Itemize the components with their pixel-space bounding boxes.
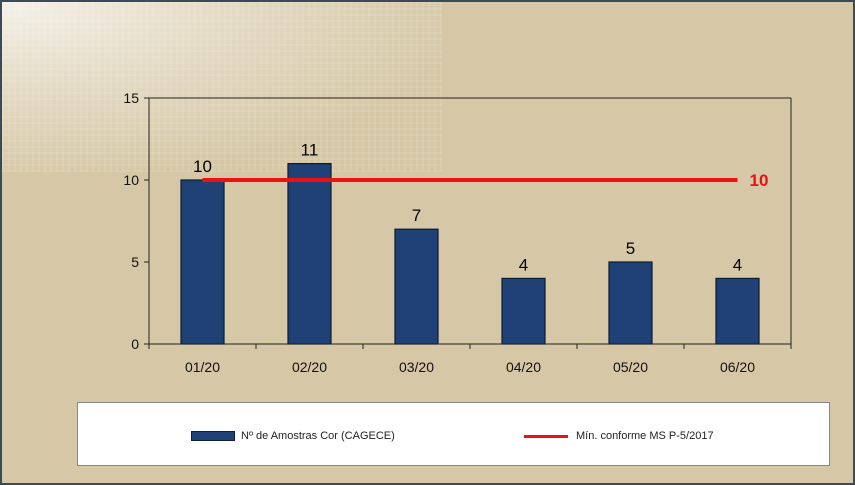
legend-swatch-line [524, 434, 568, 438]
bar [287, 163, 332, 345]
legend-item-bars: Nº de Amostras Cor (CAGECE) [191, 430, 395, 442]
bar-data-label: 4 [733, 255, 742, 274]
x-tick-label: 04/20 [506, 359, 541, 375]
y-tick-label: 0 [131, 336, 139, 352]
bar-data-label: 7 [412, 206, 421, 225]
x-tick-label: 06/20 [720, 359, 755, 375]
y-tick-label: 5 [131, 254, 139, 270]
legend-label-line: Mín. conforme MS P-5/2017 [576, 430, 714, 442]
bar-data-label: 4 [519, 255, 528, 274]
bar [501, 277, 546, 345]
bar [608, 261, 653, 345]
x-tick-label: 03/20 [399, 359, 434, 375]
bar-data-label: 5 [626, 239, 635, 258]
bar [180, 179, 225, 345]
bar [394, 228, 439, 345]
x-tick-label: 05/20 [613, 359, 648, 375]
bar-data-label: 11 [301, 141, 319, 160]
y-tick-label: 10 [123, 172, 139, 188]
x-tick-label: 02/20 [292, 359, 327, 375]
legend: Nº de Amostras Cor (CAGECE) Mín. conform… [77, 402, 830, 466]
reference-line-label: 10 [750, 171, 769, 190]
y-tick-label: 15 [123, 90, 139, 106]
legend-label-bars: Nº de Amostras Cor (CAGECE) [241, 430, 395, 442]
bar-data-label: 10 [193, 157, 212, 176]
legend-swatch-bars [191, 431, 235, 441]
x-tick-label: 01/20 [185, 359, 220, 375]
bar [715, 277, 760, 345]
legend-item-line: Mín. conforme MS P-5/2017 [524, 430, 714, 442]
